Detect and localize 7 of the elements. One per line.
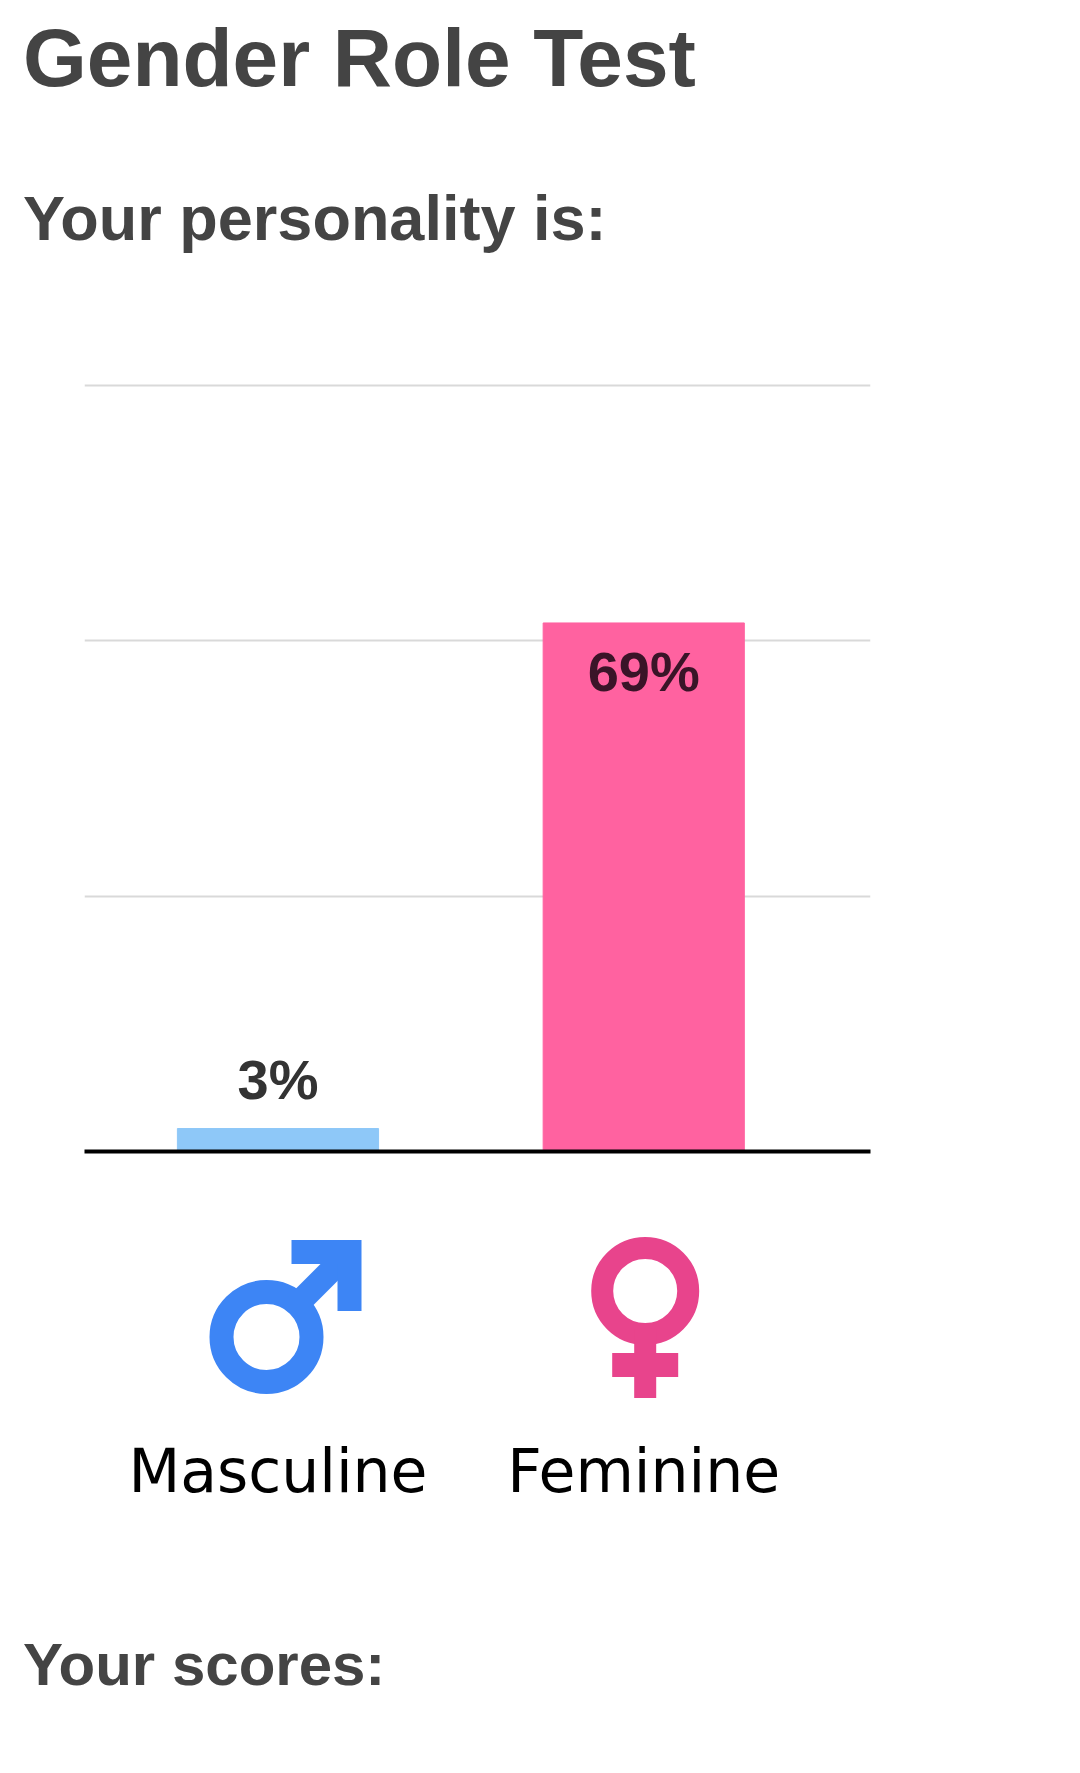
- data-label: 3%: [237, 1047, 319, 1111]
- data-label: 69%: [587, 639, 700, 703]
- chart-subtitle: Your personality is:: [22, 182, 607, 255]
- x-tick-label: Feminine: [507, 1435, 781, 1506]
- chart-title: Gender Role Test: [22, 11, 696, 105]
- x-tick-label: Masculine: [128, 1435, 428, 1506]
- text: Your scores:: [22, 1630, 386, 1700]
